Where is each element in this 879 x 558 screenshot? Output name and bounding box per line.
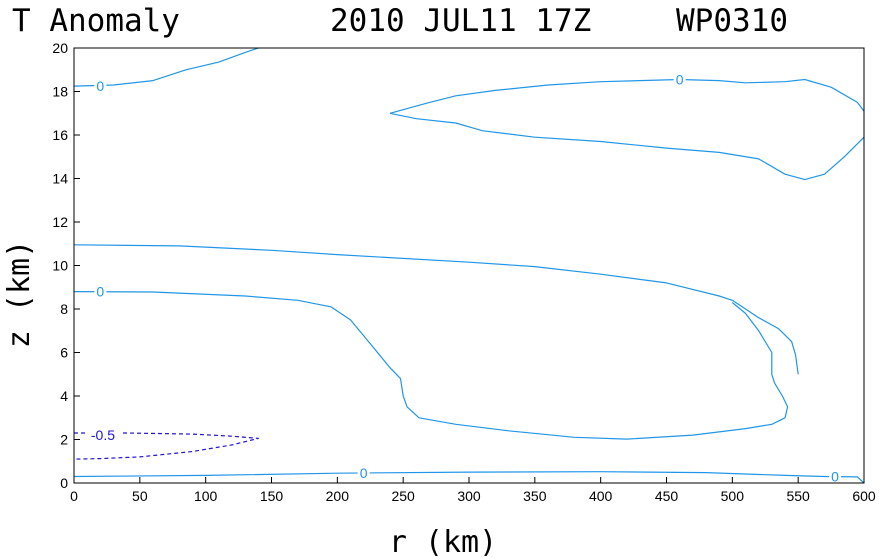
contour-label: -0.5 — [91, 427, 115, 443]
x-axis-title: r (km) — [389, 525, 497, 558]
zero-contour-mid-upper — [73, 244, 799, 375]
contour-label-bg — [357, 465, 370, 482]
x-tick-label: 200 — [326, 488, 350, 504]
y-tick-label: 6 — [60, 345, 68, 361]
y-tick-label: 0 — [60, 475, 68, 491]
x-tick-label: 300 — [457, 488, 481, 504]
contour-label: 0 — [676, 72, 684, 88]
contour-label-bg — [94, 283, 107, 300]
zero-contour-upper-lobe — [389, 78, 865, 114]
plot-frame — [73, 47, 865, 484]
x-tick-label: 150 — [260, 488, 284, 504]
contour-label: 0 — [96, 284, 104, 300]
x-tick-label: 250 — [391, 488, 415, 504]
contour-label-bg — [829, 468, 842, 485]
x-tick-label: 600 — [852, 488, 876, 504]
x-tick-label: 550 — [786, 488, 810, 504]
x-axis: 0 50 100 150 200 250 300 350 400 450 500 550 600 — [70, 477, 876, 504]
x-tick-label: 0 — [70, 488, 78, 504]
zero-contour-mid-loop — [73, 291, 789, 440]
title-case-id: WP0310 — [676, 3, 788, 39]
zero-contour-upper-lobe-bottom — [389, 112, 865, 181]
title-date: 2010 JUL11 17Z — [330, 3, 591, 39]
contour-label: 0 — [360, 465, 368, 481]
y-tick-label: 12 — [52, 214, 68, 230]
y-tick-label: 8 — [60, 301, 68, 317]
x-tick-label: 500 — [721, 488, 745, 504]
x-tick-label: 100 — [194, 488, 218, 504]
y-tick-label: 20 — [52, 40, 68, 56]
y-tick-label: 2 — [60, 432, 68, 448]
x-tick-label: 350 — [523, 488, 547, 504]
y-axis: 0 2 4 6 8 10 12 14 16 18 20 — [52, 40, 80, 491]
title-variable: T Anomaly — [12, 3, 180, 39]
x-tick-label: 450 — [655, 488, 679, 504]
x-tick-label: 400 — [589, 488, 613, 504]
contour-label-bg — [94, 78, 107, 95]
contour-label: 0 — [831, 468, 839, 484]
zero-contour-top-left — [73, 47, 259, 87]
contour-label-bg — [673, 71, 686, 88]
y-tick-label: 10 — [52, 258, 68, 274]
y-tick-label: 16 — [52, 127, 68, 143]
contour-labels: 0 0 0 0 0 -0.5 — [84, 71, 842, 485]
y-tick-label: 14 — [52, 171, 68, 187]
y-axis-title: z (km) — [2, 240, 37, 348]
y-tick-label: 18 — [52, 84, 68, 100]
minus-half-contour — [73, 432, 259, 460]
x-tick-label: 50 — [132, 488, 148, 504]
contour-label-bg — [84, 427, 121, 444]
contour-lines — [73, 47, 865, 484]
contour-label: 0 — [96, 78, 104, 94]
y-tick-label: 4 — [60, 388, 68, 404]
